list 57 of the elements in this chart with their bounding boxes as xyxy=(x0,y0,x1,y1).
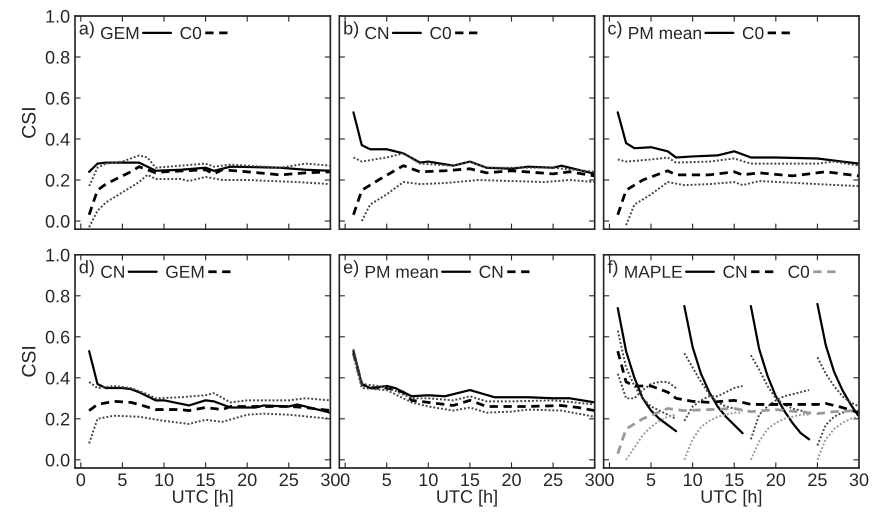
x-tick-label: 20 xyxy=(766,473,786,486)
legend-label: C0 xyxy=(180,26,202,40)
annotation: f) xyxy=(608,260,618,277)
x-tick-label: 15 xyxy=(726,474,744,486)
legend-label: GEM xyxy=(101,26,138,40)
legend-label: CN xyxy=(101,266,124,278)
legend-label: GEM xyxy=(166,266,204,278)
y-tick-label: 0.2 xyxy=(46,174,70,187)
legend-label: MAPLE xyxy=(625,266,682,278)
legend-label: CN xyxy=(365,26,388,40)
x-tick-label: 25 xyxy=(544,473,562,486)
y-tick-label: 0.8 xyxy=(46,290,70,303)
x-tick-label: 10 xyxy=(420,473,438,486)
x-axis-title: UTC [h] xyxy=(702,490,762,507)
annotation: b) xyxy=(344,21,358,38)
y-tick-label: 0.4 xyxy=(46,372,70,385)
y-tick-label: 1.0 xyxy=(46,10,70,23)
x-tick-label: 20 xyxy=(238,473,257,486)
legend-label: CN xyxy=(480,266,502,278)
y-tick-label: 0.0 xyxy=(46,214,70,228)
x-tick-label: 5 xyxy=(118,474,127,486)
x-tick-label: 25 xyxy=(280,473,298,486)
y-axis-title: CSI xyxy=(22,108,36,138)
annotation: e) xyxy=(344,260,358,277)
x-axis-title: UTC [h] xyxy=(437,490,497,507)
annotation: a) xyxy=(80,21,94,38)
y-tick-label: 0.2 xyxy=(46,412,70,426)
x-tick-label: 30 xyxy=(321,473,340,486)
x-axis-title: UTC [h] xyxy=(172,490,232,507)
x-tick-label: 25 xyxy=(808,473,827,486)
annotation: d) xyxy=(80,260,94,277)
x-tick-label: 0 xyxy=(340,473,350,486)
x-tick-label: 10 xyxy=(155,473,174,486)
legend-label: C0 xyxy=(742,26,764,40)
x-tick-label: 15 xyxy=(461,474,480,486)
x-tick-label: 10 xyxy=(684,473,702,486)
y-tick-label: 1.0 xyxy=(46,248,70,262)
x-tick-label: 15 xyxy=(196,474,215,486)
legend-label: C0 xyxy=(430,26,451,40)
x-tick-label: 5 xyxy=(646,474,656,486)
x-tick-label: 5 xyxy=(382,474,391,486)
y-tick-label: 0.8 xyxy=(46,50,70,64)
legend-label: C0 xyxy=(788,266,810,278)
x-tick-label: 20 xyxy=(502,473,521,486)
y-tick-label: 0.6 xyxy=(46,92,70,105)
y-tick-label: 0.6 xyxy=(46,330,70,344)
x-tick-label: 0 xyxy=(76,473,86,486)
legend-label: PM mean xyxy=(366,266,438,278)
legend-label: PM mean xyxy=(629,27,701,40)
x-tick-label: 30 xyxy=(585,473,604,486)
y-tick-label: 0.0 xyxy=(46,454,70,467)
x-tick-label: 30 xyxy=(850,473,868,486)
legend-label: CN xyxy=(723,266,746,278)
x-tick-label: 0 xyxy=(605,473,614,486)
annotation: c) xyxy=(608,21,622,38)
y-axis-title: CSI xyxy=(22,346,36,377)
y-tick-label: 0.4 xyxy=(46,132,70,146)
